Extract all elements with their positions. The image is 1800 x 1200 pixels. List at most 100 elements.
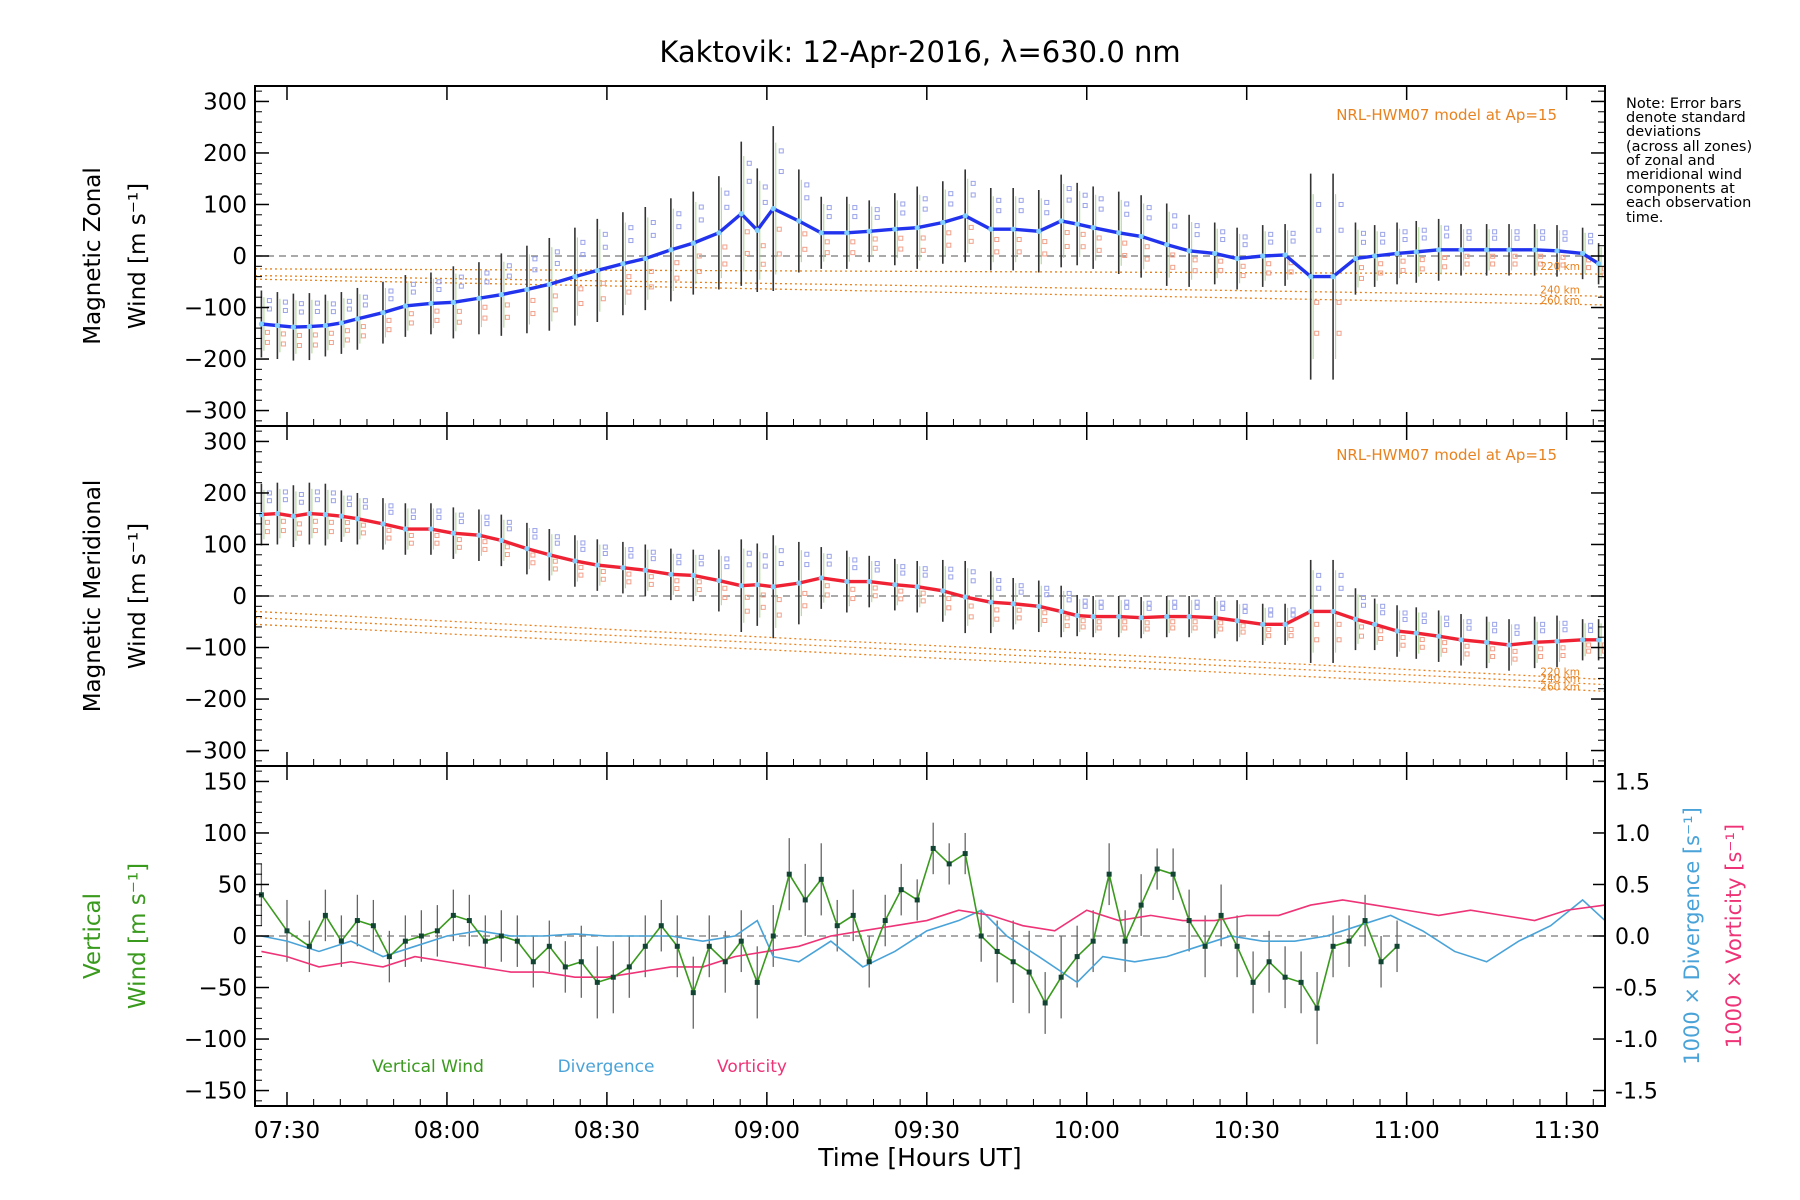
mean-point [1164, 242, 1170, 248]
vertical-point [930, 845, 936, 851]
zone-marker [874, 561, 880, 567]
zone-marker [1562, 620, 1568, 626]
model-line-260km [255, 278, 1605, 306]
zone-marker [504, 544, 510, 550]
mean-point [754, 582, 760, 588]
y-tick-label: 0 [232, 924, 247, 950]
zone-marker [852, 214, 858, 220]
right-tick-label: -1.5 [1615, 1080, 1658, 1105]
zone-marker [1064, 615, 1070, 621]
zone-marker [282, 307, 288, 313]
zone-marker [312, 518, 318, 524]
right-tick-label: 0.5 [1615, 873, 1650, 898]
zone-marker [994, 237, 1000, 243]
zone-marker [852, 205, 858, 211]
zone-marker [1400, 642, 1406, 648]
zone-marker [346, 502, 352, 508]
vertical-point [498, 933, 504, 939]
zone-marker [724, 190, 730, 196]
zone-marker [386, 535, 392, 541]
zone-marker [628, 225, 634, 231]
vertical-point [770, 933, 776, 939]
zone-marker [602, 244, 608, 250]
zone-marker [1360, 239, 1366, 245]
zone-marker [1194, 223, 1200, 229]
zone-marker [1588, 239, 1594, 245]
zone-marker [532, 256, 538, 262]
mean-point [450, 299, 456, 305]
model-label: 240 km [1540, 673, 1580, 685]
zone-marker [1082, 603, 1088, 609]
zone-marker [626, 579, 632, 585]
zone-marker [1044, 199, 1050, 205]
zone-marker [1421, 612, 1427, 618]
zone-marker [1242, 608, 1248, 614]
mean-point [354, 316, 360, 322]
zone-marker [1066, 597, 1072, 603]
zone-marker [1146, 600, 1152, 606]
zone-marker [436, 514, 442, 520]
mean-point [428, 526, 434, 532]
zone-marker [900, 201, 906, 207]
zone-marker [296, 343, 302, 349]
zone-marker [1402, 616, 1408, 622]
zone-marker [1192, 268, 1198, 274]
mean-point [620, 565, 626, 571]
zone-marker [802, 603, 808, 609]
zone-marker [1378, 261, 1384, 267]
zone-marker [676, 224, 682, 230]
mean-point [380, 310, 386, 316]
vertical-point [642, 943, 648, 949]
vertical-point [754, 979, 760, 985]
model-caption: NRL-HWM07 model at Ap=15 [1336, 446, 1557, 464]
divergence-axis-label: 1000 × Divergence [s⁻¹] [1680, 807, 1704, 1065]
zone-marker [1358, 633, 1364, 639]
mean-point [524, 286, 530, 293]
zone-marker [578, 564, 584, 570]
zone-marker [298, 492, 304, 498]
legend-vorticity: Vorticity [717, 1057, 787, 1077]
mean-point [1164, 614, 1170, 620]
y-tick-label: −300 [184, 399, 247, 425]
vertical-point [738, 938, 744, 944]
zone-marker [388, 296, 394, 302]
zone-marker [850, 586, 856, 592]
legend-vertical-wind: Vertical Wind [372, 1057, 484, 1077]
mean-point [770, 206, 776, 212]
zone-marker [872, 593, 878, 599]
zone-marker [1144, 620, 1150, 626]
x-tick-label: 10:30 [1214, 1118, 1280, 1144]
vertical-point [690, 990, 696, 996]
model-line-260km [255, 623, 1605, 692]
zone-marker [1144, 244, 1150, 250]
zone-marker [484, 514, 490, 520]
mean-point [668, 571, 674, 577]
mean-point [738, 583, 744, 589]
zone-marker [1442, 640, 1448, 646]
zone-marker [330, 490, 336, 496]
zone-marker [410, 508, 416, 514]
zone-marker [386, 527, 392, 533]
zone-marker [996, 585, 1002, 591]
zone-marker [1316, 201, 1322, 207]
zone-marker [1172, 213, 1178, 219]
zone-marker [1490, 253, 1496, 259]
zone-marker [280, 518, 286, 524]
zone-marker [778, 548, 784, 554]
zone-marker [330, 301, 336, 307]
zone-marker [1192, 619, 1198, 625]
zone-marker [580, 239, 586, 245]
zone-marker [312, 332, 318, 338]
mean-point [1260, 253, 1266, 259]
zone-marker [804, 562, 810, 568]
zone-marker [362, 294, 368, 300]
zone-marker [1400, 258, 1406, 264]
mean-point [290, 324, 296, 330]
zone-marker [1066, 197, 1072, 203]
zone-marker [296, 521, 302, 527]
mean-point [546, 281, 552, 287]
mean-point [546, 552, 552, 558]
vertical-point [1138, 902, 1144, 908]
zone-marker [298, 301, 304, 307]
zone-marker [506, 273, 512, 279]
